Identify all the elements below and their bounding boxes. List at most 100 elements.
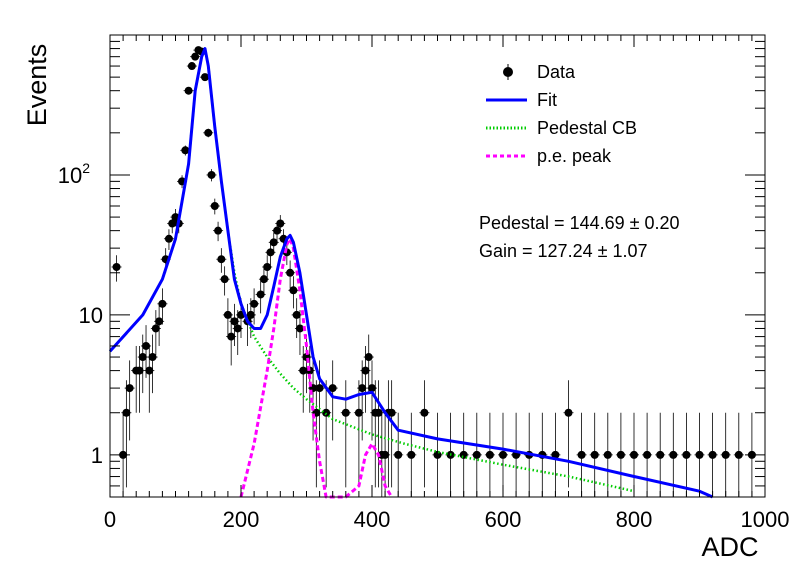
data-marker <box>315 384 324 393</box>
x-tick-label: 200 <box>223 507 260 532</box>
data-marker <box>708 450 717 459</box>
x-tick-label: 800 <box>616 507 653 532</box>
data-marker <box>263 262 272 271</box>
data-marker <box>168 219 177 228</box>
data-marker <box>286 268 295 277</box>
data-point <box>249 288 260 325</box>
data-marker <box>269 238 278 247</box>
data-marker <box>354 408 363 417</box>
data-marker <box>299 366 308 375</box>
x-tick-label: 1000 <box>741 507 790 532</box>
data-marker <box>364 353 373 362</box>
data-marker <box>187 62 196 71</box>
data-marker <box>227 332 236 341</box>
data-point <box>327 360 338 441</box>
data-marker <box>358 384 367 393</box>
data-marker <box>135 366 144 375</box>
data-marker <box>151 324 160 333</box>
data-marker <box>230 317 239 326</box>
data-marker <box>459 450 468 459</box>
data-point <box>150 310 161 355</box>
data-point <box>694 412 705 497</box>
data-point <box>121 380 132 488</box>
data-point <box>386 380 397 488</box>
data-marker <box>564 408 573 417</box>
data-marker <box>643 450 652 459</box>
data-point <box>157 288 168 325</box>
data-marker <box>590 450 599 459</box>
data-marker <box>200 73 209 82</box>
y-tick-label: 10 <box>79 303 103 328</box>
data-marker <box>499 450 507 459</box>
legend-label-fit: Fit <box>537 90 557 110</box>
data-point <box>589 412 600 497</box>
data-point <box>363 334 374 394</box>
legend-item-data: Data <box>503 62 576 82</box>
data-marker <box>361 366 370 375</box>
legend-label-pe-peak: p.e. peak <box>537 146 612 166</box>
data-marker <box>125 384 134 393</box>
data-point <box>147 334 158 394</box>
data-marker <box>603 450 612 459</box>
data-marker <box>158 299 167 308</box>
data-marker <box>122 408 131 417</box>
data-marker <box>191 52 200 61</box>
data-point <box>353 380 364 488</box>
data-marker <box>292 310 301 319</box>
y-tick-label: 102 <box>58 160 90 188</box>
data-point <box>232 310 243 355</box>
data-marker <box>233 324 242 333</box>
data-point <box>291 298 302 339</box>
legend-label-data: Data <box>537 62 576 82</box>
data-point <box>471 412 482 497</box>
fit-curve <box>108 47 714 499</box>
data-point <box>720 412 731 497</box>
x-tick-label: 0 <box>104 507 116 532</box>
data-marker <box>721 450 730 459</box>
data-point <box>733 412 744 497</box>
data-marker <box>289 286 298 295</box>
data-point <box>629 412 639 497</box>
data-marker <box>407 450 416 459</box>
data-marker <box>207 170 216 179</box>
data-point <box>111 255 122 282</box>
data-marker <box>148 353 157 362</box>
annotation-pedestal: Pedestal = 144.69 ± 0.20 <box>479 213 680 233</box>
legend-item-pe-peak: p.e. peak <box>486 146 612 166</box>
data-point <box>576 412 587 497</box>
data-point <box>190 52 201 61</box>
data-marker <box>259 275 268 284</box>
legend-label-pedestal: Pedestal CB <box>537 118 637 138</box>
curve-layer <box>108 47 714 499</box>
data-point <box>563 380 574 488</box>
data-marker <box>223 310 232 319</box>
data-marker <box>273 226 282 235</box>
data-point <box>373 380 384 488</box>
data-point <box>186 62 197 71</box>
data-marker <box>656 450 665 459</box>
legend-item-fit: Fit <box>486 90 557 110</box>
data-marker <box>630 450 638 459</box>
data-point <box>615 412 626 497</box>
data-marker <box>164 234 173 243</box>
data-marker <box>577 450 586 459</box>
data-point <box>124 360 135 441</box>
data-point <box>206 169 217 182</box>
legend: Data Fit Pedestal CB p.e. peak <box>486 62 637 166</box>
data-marker <box>472 450 481 459</box>
data-marker <box>266 248 275 257</box>
data-point <box>199 73 210 82</box>
data-marker <box>138 353 147 362</box>
legend-data-marker <box>503 67 513 77</box>
data-point <box>222 298 233 339</box>
data-marker <box>341 408 350 417</box>
data-point <box>183 86 194 95</box>
data-point <box>668 412 679 497</box>
data-point <box>275 215 286 234</box>
data-point <box>681 412 692 497</box>
data-point <box>498 412 508 497</box>
data-marker <box>142 341 151 350</box>
data-point <box>393 412 404 497</box>
data-marker <box>145 366 154 375</box>
